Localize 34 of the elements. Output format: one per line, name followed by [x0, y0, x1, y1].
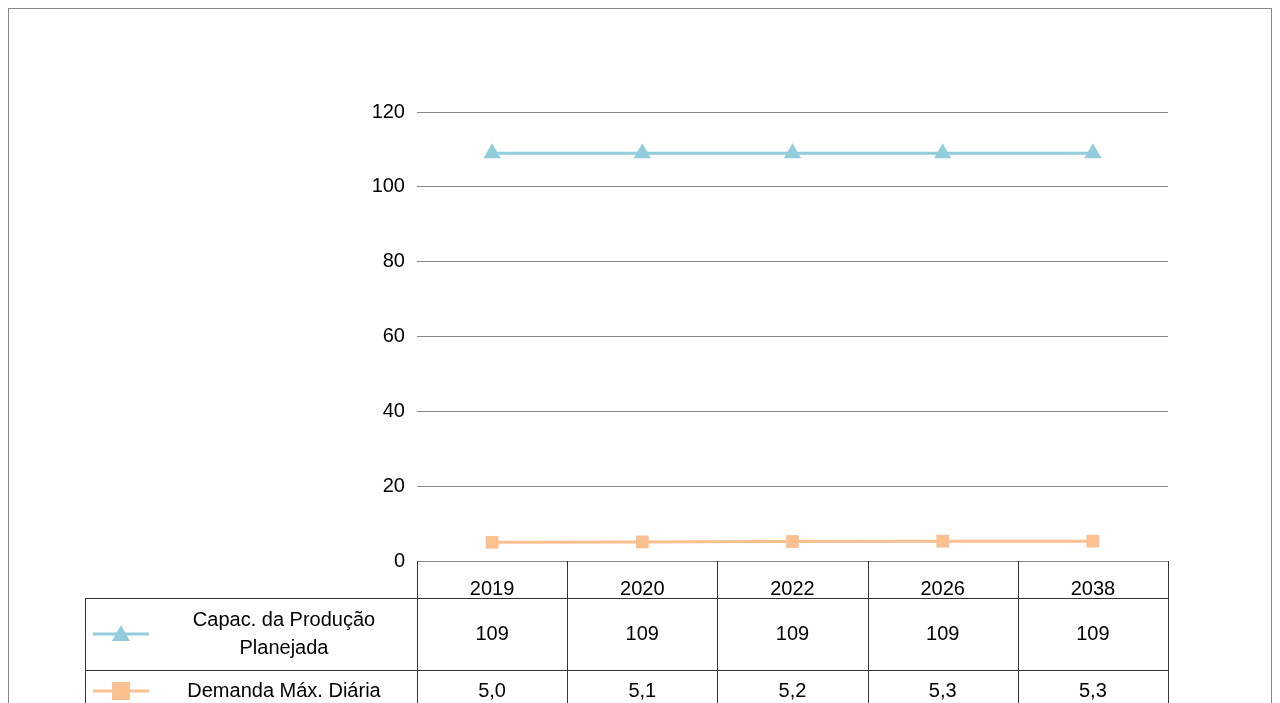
- data-label: 5,3: [928, 678, 957, 701]
- y-tick-label: 20: [382, 473, 405, 496]
- y-tick-label: 120: [371, 99, 405, 122]
- data-label: 109: [926, 621, 960, 644]
- point: [1084, 143, 1102, 159]
- legend-label: Demanda Máx. Diária: [187, 678, 382, 701]
- y-tick-label: 80: [382, 249, 405, 272]
- point: [786, 535, 799, 548]
- data-label: 5,3: [1078, 678, 1107, 701]
- data-label: 5,2: [778, 678, 807, 701]
- data-label: 109: [475, 621, 509, 644]
- y-tick-label: 0: [393, 548, 405, 571]
- point: [783, 143, 802, 159]
- point: [633, 143, 651, 159]
- x-tick-label: 2022: [770, 576, 815, 599]
- x-tick-label: 2020: [620, 576, 665, 599]
- point: [635, 535, 649, 549]
- y-tick-label: 100: [371, 174, 405, 197]
- x-tick-label: 2026: [920, 576, 965, 599]
- point: [483, 143, 501, 159]
- data-label: 5,1: [628, 678, 657, 701]
- y-tick-label: 40: [382, 398, 405, 421]
- data-label: 109: [775, 621, 810, 644]
- x-tick-label: 2019: [469, 576, 515, 599]
- legend-label: Capac. da Produção Planejada: [192, 607, 376, 658]
- point: [1086, 534, 1100, 548]
- data-label: 5,0: [478, 678, 507, 701]
- point: [934, 143, 952, 159]
- data-label: 109: [625, 621, 659, 644]
- y-tick-label: 60: [382, 324, 405, 347]
- data-label: 109: [1076, 621, 1110, 644]
- point: [485, 535, 499, 549]
- x-tick-label: 2038: [1070, 576, 1116, 599]
- point: [936, 534, 950, 548]
